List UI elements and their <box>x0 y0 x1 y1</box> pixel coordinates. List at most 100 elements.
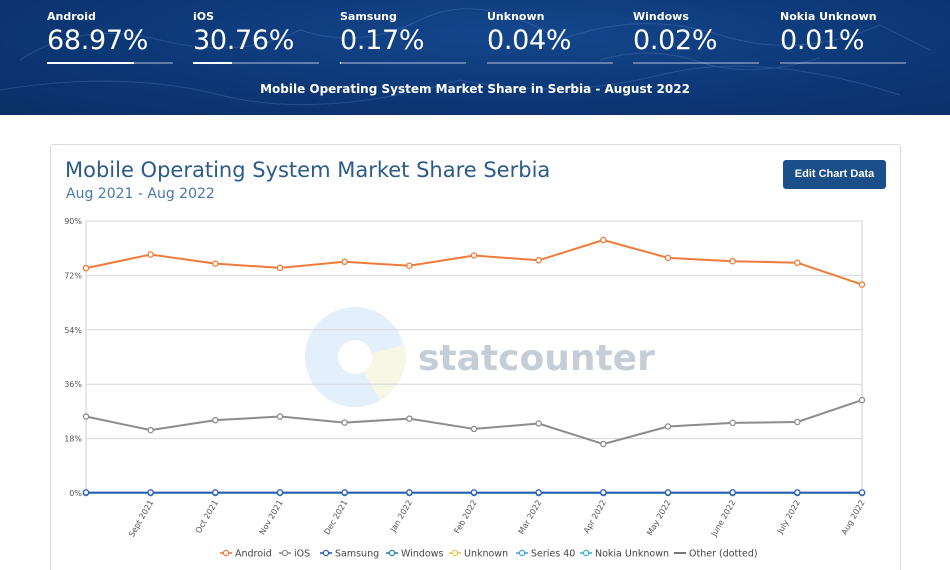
data-point <box>794 418 801 426</box>
x-tick-label: Sept 2021 <box>127 499 155 539</box>
data-point <box>535 420 542 427</box>
x-tick-label: Nov 2021 <box>258 499 285 537</box>
data-point <box>794 489 801 496</box>
legend-label: Unknown <box>464 549 508 560</box>
data-point <box>535 257 542 264</box>
x-tick-label: Feb 2022 <box>452 499 478 536</box>
stat-samsung[interactable]: Samsung 0.17% <box>340 10 466 64</box>
y-tick-label: 54% <box>64 326 82 335</box>
stat-value: 30.76% <box>193 25 295 56</box>
stat-share-bar-fill <box>193 62 232 64</box>
data-point <box>729 489 736 496</box>
data-point <box>664 489 672 496</box>
data-point <box>470 252 478 259</box>
data-point <box>406 262 413 269</box>
stat-share-bar <box>780 62 906 64</box>
stat-value: 0.01% <box>780 25 865 56</box>
data-point <box>82 413 90 420</box>
stat-value: 0.17% <box>340 25 425 56</box>
stat-nokia-unknown[interactable]: Nokia Unknown 0.01% <box>780 10 906 64</box>
watermark-text: statcounter <box>418 338 655 379</box>
legend-swatch-marker <box>518 549 526 557</box>
data-point <box>276 489 284 496</box>
legend-item[interactable]: Android <box>220 549 272 560</box>
legend-label: Android <box>235 549 272 560</box>
legend-label: Windows <box>401 549 443 560</box>
legend-item[interactable]: Windows <box>386 549 443 560</box>
stat-android[interactable]: Android 68.97% <box>47 10 173 64</box>
data-point <box>212 489 219 496</box>
stat-value: 0.02% <box>633 25 718 56</box>
stat-share-bar <box>47 62 173 64</box>
data-point <box>600 440 607 448</box>
data-point <box>341 258 348 266</box>
x-tick-label: July 2022 <box>775 499 802 537</box>
legend-item[interactable]: iOS <box>279 549 310 560</box>
chart-panel <box>50 144 901 570</box>
stat-label: iOS <box>193 10 215 23</box>
watermark-logo-slice <box>355 345 407 400</box>
statcounter-watermark <box>305 307 407 407</box>
stat-ios[interactable]: iOS 30.76% <box>193 10 319 64</box>
legend-swatch-marker <box>451 549 459 557</box>
legend-item[interactable]: Samsung <box>320 549 379 560</box>
series-line-ios <box>85 399 863 446</box>
stat-label: Nokia Unknown <box>780 10 877 23</box>
data-point <box>341 489 348 496</box>
legend-swatch-marker <box>388 549 396 557</box>
legend-item[interactable]: Nokia Unknown <box>580 549 669 560</box>
data-point <box>406 415 413 422</box>
data-point <box>600 236 607 244</box>
data-point <box>341 419 348 426</box>
data-point <box>470 489 478 496</box>
data-point <box>858 396 866 404</box>
legend-swatch-marker <box>582 549 590 557</box>
legend-item[interactable]: Series 40 <box>516 549 575 560</box>
data-point <box>212 260 219 267</box>
data-point <box>858 489 866 496</box>
stat-value: 0.04% <box>487 25 572 56</box>
x-tick-label: Dec 2021 <box>322 499 349 537</box>
watermark-logo-hole <box>338 340 372 374</box>
data-point <box>82 264 90 272</box>
stat-windows[interactable]: Windows 0.02% <box>633 10 759 64</box>
legend-item[interactable]: Other (dotted) <box>674 549 758 560</box>
stat-share-bar <box>633 62 759 64</box>
x-tick-label: June 2022 <box>709 499 737 539</box>
stat-share-bar <box>487 62 613 64</box>
watermark-logo-circle <box>305 307 405 407</box>
data-point <box>664 254 672 262</box>
x-tick-label: Apr 2022 <box>582 499 608 535</box>
legend-label: Other (dotted) <box>689 549 758 560</box>
series-line-android <box>85 238 863 286</box>
chart-subtitle: Aug 2021 - Aug 2022 <box>66 186 215 202</box>
data-point <box>600 489 607 496</box>
y-tick-label: 90% <box>64 217 82 226</box>
data-point <box>794 259 801 266</box>
stat-label: Windows <box>633 10 689 23</box>
data-point <box>147 426 154 434</box>
legend-swatch-marker <box>222 549 230 557</box>
x-tick-label: Oct 2021 <box>194 499 220 535</box>
legend-item[interactable]: Unknown <box>449 549 508 560</box>
data-point <box>276 413 284 420</box>
legend-swatch-marker <box>281 549 289 557</box>
data-point <box>406 489 413 496</box>
data-point <box>729 257 736 265</box>
stat-label: Unknown <box>487 10 545 23</box>
stat-value: 68.97% <box>47 25 149 56</box>
data-point <box>147 251 154 258</box>
data-point <box>212 416 219 424</box>
stat-unknown[interactable]: Unknown 0.04% <box>487 10 613 64</box>
data-point <box>276 264 284 272</box>
data-point <box>858 281 866 288</box>
stat-label: Android <box>47 10 96 23</box>
chart-title: Mobile Operating System Market Share Ser… <box>65 158 551 182</box>
legend-label: Series 40 <box>531 549 575 560</box>
x-tick-label: May 2022 <box>645 499 673 538</box>
legend-label: iOS <box>294 549 310 560</box>
data-point <box>82 489 90 496</box>
legend-swatch-marker <box>322 549 330 557</box>
edit-chart-data-button[interactable]: Edit Chart Data <box>783 160 886 189</box>
